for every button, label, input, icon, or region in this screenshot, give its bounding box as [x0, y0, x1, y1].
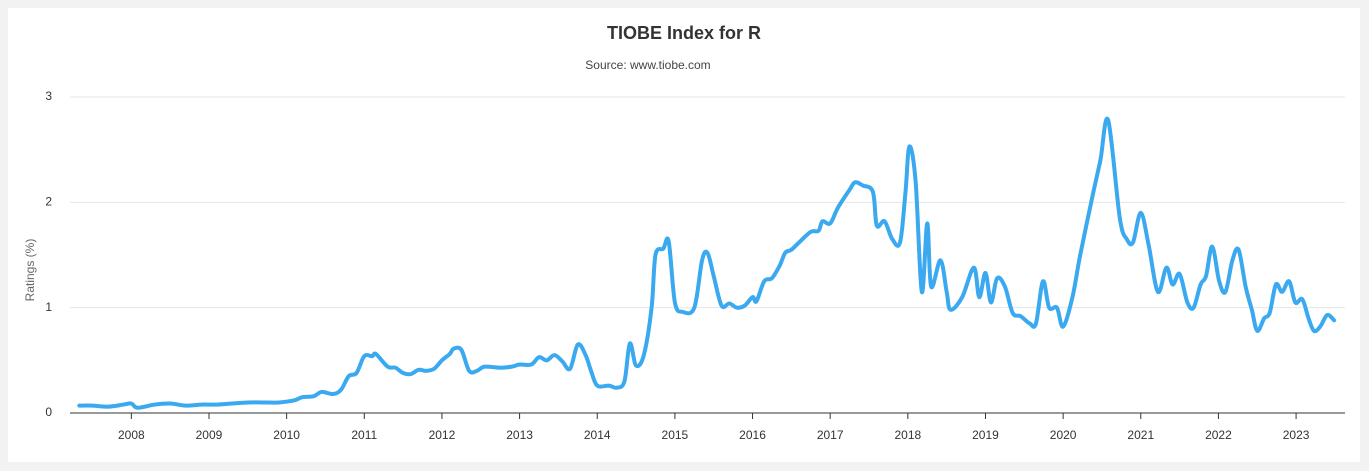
y-tick-label: 2 [45, 195, 52, 209]
x-tick-label: 2009 [196, 428, 223, 442]
y-axis-label: Ratings (%) [23, 239, 37, 302]
x-tick-label: 2011 [351, 428, 377, 442]
y-tick-label: 0 [45, 405, 52, 419]
y-tick-label: 3 [45, 89, 52, 103]
x-tick-label: 2022 [1205, 428, 1232, 442]
x-tick-label: 2012 [429, 428, 456, 442]
x-tick-label: 2018 [894, 428, 921, 442]
x-tick-label: 2014 [584, 428, 611, 442]
chart-title: TIOBE Index for R [607, 23, 761, 43]
x-tick-label: 2019 [972, 428, 999, 442]
x-tick-label: 2017 [817, 428, 844, 442]
y-tick-label: 1 [45, 300, 52, 314]
x-tick-label: 2008 [118, 428, 145, 442]
x-tick-label: 2015 [662, 428, 689, 442]
x-tick-label: 2021 [1127, 428, 1154, 442]
x-tick-label: 2023 [1283, 428, 1310, 442]
x-tick-label: 2010 [273, 428, 300, 442]
data-line [77, 116, 1337, 410]
chart-panel [8, 8, 1360, 462]
x-tick-label: 2020 [1050, 428, 1077, 442]
x-tick-label: 2016 [739, 428, 766, 442]
x-tick-label: 2013 [506, 428, 533, 442]
chart-subtitle: Source: www.tiobe.com [585, 58, 710, 72]
